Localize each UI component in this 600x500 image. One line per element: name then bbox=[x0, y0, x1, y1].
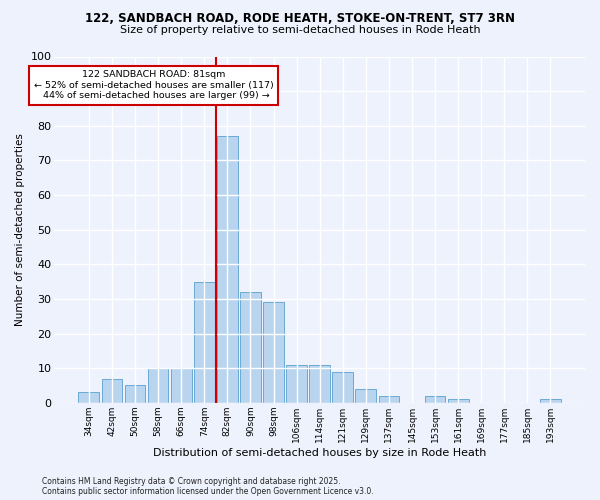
Bar bbox=[217, 136, 238, 403]
Bar bbox=[101, 378, 122, 403]
Bar bbox=[309, 364, 330, 403]
Bar bbox=[125, 386, 145, 403]
Y-axis label: Number of semi-detached properties: Number of semi-detached properties bbox=[15, 133, 25, 326]
Bar bbox=[240, 292, 261, 403]
Text: 122, SANDBACH ROAD, RODE HEATH, STOKE-ON-TRENT, ST7 3RN: 122, SANDBACH ROAD, RODE HEATH, STOKE-ON… bbox=[85, 12, 515, 26]
Text: Size of property relative to semi-detached houses in Rode Heath: Size of property relative to semi-detach… bbox=[119, 25, 481, 35]
Bar bbox=[332, 372, 353, 403]
Bar bbox=[194, 282, 215, 403]
Text: 122 SANDBACH ROAD: 81sqm
← 52% of semi-detached houses are smaller (117)
  44% o: 122 SANDBACH ROAD: 81sqm ← 52% of semi-d… bbox=[34, 70, 274, 100]
Bar bbox=[286, 364, 307, 403]
Bar bbox=[425, 396, 445, 403]
Bar bbox=[148, 368, 169, 403]
X-axis label: Distribution of semi-detached houses by size in Rode Heath: Distribution of semi-detached houses by … bbox=[153, 448, 487, 458]
Text: Contains HM Land Registry data © Crown copyright and database right 2025.
Contai: Contains HM Land Registry data © Crown c… bbox=[42, 476, 374, 496]
Bar bbox=[263, 302, 284, 403]
Bar bbox=[540, 400, 561, 403]
Bar bbox=[379, 396, 400, 403]
Bar bbox=[171, 368, 191, 403]
Bar bbox=[355, 389, 376, 403]
Bar bbox=[79, 392, 99, 403]
Bar bbox=[448, 400, 469, 403]
